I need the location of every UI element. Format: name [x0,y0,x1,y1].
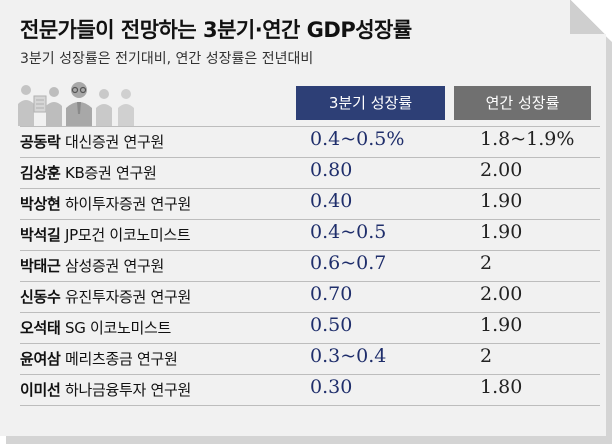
expert-affiliation: 하이투자증권 연구원 [64,195,191,213]
chart-title: 전문가들이 전망하는 3분기·연간 GDP성장률 [20,18,412,42]
annual-growth-value: 2 [480,252,493,274]
expert-affiliation: 삼성증권 연구원 [64,257,164,275]
expert-affiliation: 유진투자증권 연구원 [64,288,191,306]
annual-growth-value: 1.90 [480,314,523,336]
expert-name: 박석길 [20,226,61,244]
expert-name: 오석태 [20,319,61,337]
table-row: 윤여삼 메리츠종금 연구원 0.3~0.4 2 [20,343,600,374]
table-row: 박상현 하이투자증권 연구원 0.40 1.90 [20,188,600,219]
expert-name: 공동락 [20,133,61,151]
expert-name: 이미선 [20,381,61,399]
expert-affiliation: JP모건 이코노미스트 [64,226,191,244]
expert-name: 박태근 [20,257,61,275]
page-fold-corner [570,0,606,34]
table-row: 공동락 대신증권 연구원 0.4~0.5% 1.8~1.9% [20,126,600,157]
annual-growth-value: 1.90 [480,190,523,212]
table-row: 박태근 삼성증권 연구원 0.6~0.7 2 [20,250,600,281]
annual-growth-value: 2.00 [480,159,523,181]
chart-card [0,0,606,436]
header-q3-growth: 3분기 성장률 [296,86,445,120]
q3-growth-value: 0.80 [310,159,353,181]
expert-name: 김상훈 [20,164,61,182]
expert-cell: 박석길 JP모건 이코노미스트 [20,224,191,245]
experts-illustration-icon [18,82,134,126]
annual-growth-value: 1.80 [480,376,523,398]
expert-affiliation: SG 이코노미스트 [64,319,171,337]
q3-growth-value: 0.40 [310,190,353,212]
table-row: 박석길 JP모건 이코노미스트 0.4~0.5 1.90 [20,219,600,250]
annual-growth-value: 1.90 [480,221,523,243]
expert-cell: 오석태 SG 이코노미스트 [20,317,171,338]
chart-subtitle: 3분기 성장률은 전기대비, 연간 성장률은 전년대비 [20,51,314,67]
expert-cell: 박상현 하이투자증권 연구원 [20,193,191,214]
table-row: 김상훈 KB증권 연구원 0.80 2.00 [20,157,600,188]
expert-name: 윤여삼 [20,350,61,368]
q3-growth-value: 0.50 [310,314,353,336]
q3-growth-value: 0.3~0.4 [310,345,387,367]
q3-growth-value: 0.4~0.5% [310,128,405,150]
expert-cell: 김상훈 KB증권 연구원 [20,162,157,183]
expert-cell: 이미선 하나금융투자 연구원 [20,379,191,400]
expert-name: 신동수 [20,288,61,306]
q3-growth-value: 0.6~0.7 [310,252,387,274]
header-annual-growth: 연간 성장률 [454,86,591,120]
table-row: 오석태 SG 이코노미스트 0.50 1.90 [20,312,600,343]
q3-growth-value: 0.70 [310,283,353,305]
annual-growth-value: 2.00 [480,283,523,305]
expert-cell: 박태근 삼성증권 연구원 [20,255,164,276]
expert-affiliation: 대신증권 연구원 [64,133,164,151]
annual-growth-value: 1.8~1.9% [480,128,575,150]
table-row: 이미선 하나금융투자 연구원 0.30 1.80 [20,374,600,406]
expert-affiliation: 하나금융투자 연구원 [64,381,191,399]
expert-name: 박상현 [20,195,61,213]
q3-growth-value: 0.4~0.5 [310,221,387,243]
expert-affiliation: KB증권 연구원 [64,164,157,182]
expert-affiliation: 메리츠종금 연구원 [64,350,178,368]
expert-cell: 공동락 대신증권 연구원 [20,131,164,152]
expert-cell: 윤여삼 메리츠종금 연구원 [20,348,178,369]
q3-growth-value: 0.30 [310,376,353,398]
annual-growth-value: 2 [480,345,493,367]
expert-cell: 신동수 유진투자증권 연구원 [20,286,191,307]
table-row: 신동수 유진투자증권 연구원 0.70 2.00 [20,281,600,312]
